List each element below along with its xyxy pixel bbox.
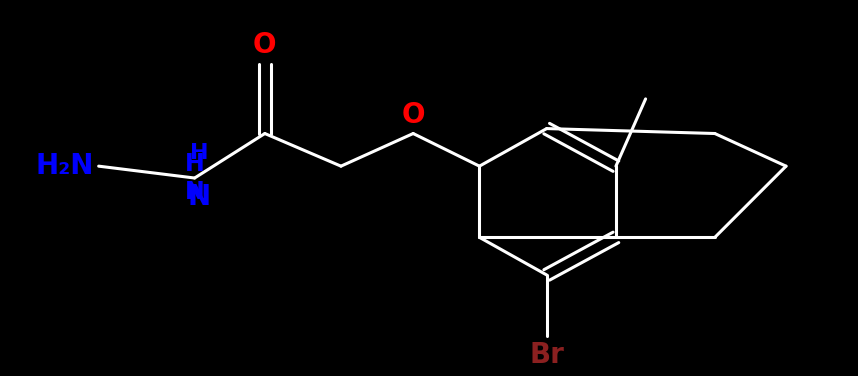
Text: H: H [190, 143, 208, 163]
Text: N: N [188, 183, 211, 211]
Text: O: O [253, 31, 276, 59]
Text: H₂N: H₂N [35, 152, 94, 180]
Text: Br: Br [529, 341, 564, 369]
Text: H
N: H N [184, 152, 204, 204]
Text: O: O [402, 100, 425, 129]
